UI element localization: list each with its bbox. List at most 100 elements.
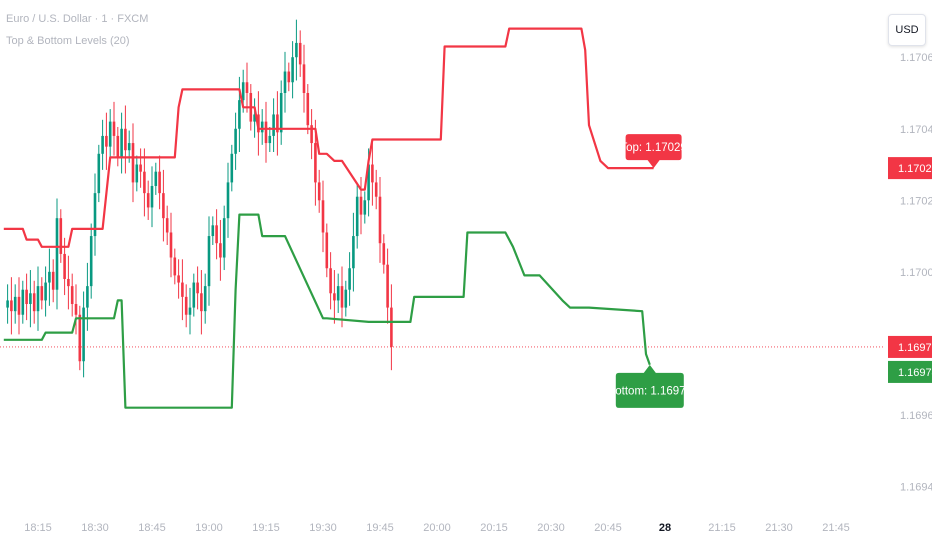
- candle-body: [105, 135, 108, 147]
- x-tick-label: 19:00: [195, 522, 223, 534]
- candle-body: [165, 218, 169, 233]
- candle-body: [325, 232, 329, 269]
- x-tick-label: 20:15: [480, 522, 508, 534]
- candle-body: [279, 92, 283, 133]
- candle-body: [48, 271, 51, 283]
- candle-body: [302, 64, 306, 93]
- candle-body: [207, 236, 211, 287]
- x-tick-label: 20:00: [423, 522, 451, 534]
- candle-body: [169, 232, 173, 258]
- bottom-level-tag: 1.16974: [898, 367, 932, 379]
- candle-body: [59, 218, 63, 254]
- x-tick-label: 18:30: [81, 522, 109, 534]
- candle-body: [291, 57, 294, 83]
- current-price-tag-bg: [888, 335, 932, 358]
- bottom-callout-label: Bottom: 1.16974: [608, 385, 693, 397]
- candle-body: [222, 218, 226, 258]
- y-tick-label: 1.17000: [900, 267, 932, 279]
- candle-body: [321, 200, 325, 233]
- candle-body: [378, 196, 382, 244]
- candle-body: [154, 171, 158, 186]
- candle-body: [348, 268, 351, 290]
- top-level-callout: Top: 1.17029: [620, 134, 687, 169]
- candle-body: [386, 264, 389, 308]
- candle-body: [158, 171, 161, 194]
- candle-body: [112, 121, 116, 136]
- y-tick-label: 1.16960: [900, 410, 932, 422]
- candle-body: [63, 253, 66, 279]
- candle-body: [146, 193, 150, 208]
- x-tick-label: 21:45: [822, 522, 850, 534]
- candle-body: [13, 296, 17, 312]
- candle-body: [367, 164, 370, 201]
- bottom-level-callout: Bottom: 1.16974: [608, 364, 693, 408]
- candle-body: [276, 114, 279, 133]
- candle-body: [245, 82, 249, 93]
- candle-body: [211, 225, 215, 237]
- candle-body: [44, 282, 47, 301]
- candle-body: [124, 128, 127, 151]
- symbol-title[interactable]: Euro / U.S. Dollar · 1 · FXCM: [6, 13, 149, 25]
- candle-body: [314, 143, 317, 183]
- candle-body: [10, 300, 13, 312]
- candle-body: [162, 193, 165, 219]
- x-tick-label: 28: [659, 522, 671, 534]
- candle-body: [192, 282, 196, 308]
- bottom-level-line: [3, 213, 651, 409]
- candle-body: [188, 307, 192, 315]
- indicator-title[interactable]: Top & Bottom Levels (20): [6, 35, 130, 47]
- candle-body: [74, 304, 78, 315]
- candle-body: [264, 121, 268, 144]
- candle-body: [215, 225, 218, 244]
- candle-body: [21, 289, 25, 315]
- candle-body: [310, 125, 313, 144]
- candle-body: [363, 200, 367, 215]
- bottom-callout-box: [615, 364, 684, 408]
- candle-body: [70, 286, 74, 305]
- candle-body: [283, 71, 287, 93]
- candle-body: [29, 293, 32, 305]
- candle-body: [6, 300, 9, 308]
- y-tick-label: 1.17040: [900, 124, 932, 136]
- top-level-line: [3, 27, 654, 248]
- candle-body: [340, 286, 344, 308]
- candle-body: [196, 282, 199, 294]
- x-tick-label: 19:45: [366, 522, 394, 534]
- price-axis[interactable]: 1.170601.170401.170201.170001.169801.169…: [900, 52, 932, 493]
- time-axis[interactable]: 18:15 18:30 18:45 19:00 19:15 19:30 19:45 20:00…: [24, 522, 850, 534]
- candle-body: [93, 193, 97, 237]
- candle-body: [344, 289, 348, 308]
- candle-body: [17, 296, 21, 315]
- candle-body: [359, 196, 363, 215]
- candle-body: [150, 185, 154, 208]
- candle-body: [78, 314, 82, 362]
- candle-body: [230, 153, 234, 183]
- x-tick-label: 18:15: [24, 522, 52, 534]
- candle-body: [203, 286, 207, 312]
- candle-body: [131, 143, 135, 183]
- candle-body: [135, 164, 139, 183]
- candle-body: [181, 282, 184, 297]
- candle-body: [116, 135, 120, 158]
- top-level-tag-bg: [888, 157, 932, 180]
- x-tick-label: 19:15: [252, 522, 280, 534]
- candle-body: [108, 121, 112, 147]
- candle-body: [317, 182, 321, 201]
- candle-body: [382, 243, 386, 265]
- candle-body: [238, 100, 241, 129]
- candle-body: [287, 71, 291, 83]
- x-tick-label: 21:30: [765, 522, 793, 534]
- candle-body: [336, 286, 340, 301]
- candle-body: [89, 236, 93, 287]
- x-tick-label: 20:30: [537, 522, 565, 534]
- candle-body: [219, 243, 222, 258]
- candle-body: [260, 121, 264, 133]
- candle-body: [82, 307, 85, 362]
- candle-body: [352, 236, 355, 269]
- currency-button[interactable]: USD: [888, 14, 926, 46]
- candle-body: [355, 196, 359, 237]
- candle-body: [234, 128, 237, 154]
- candle-body: [306, 92, 310, 126]
- candle-body: [67, 278, 70, 287]
